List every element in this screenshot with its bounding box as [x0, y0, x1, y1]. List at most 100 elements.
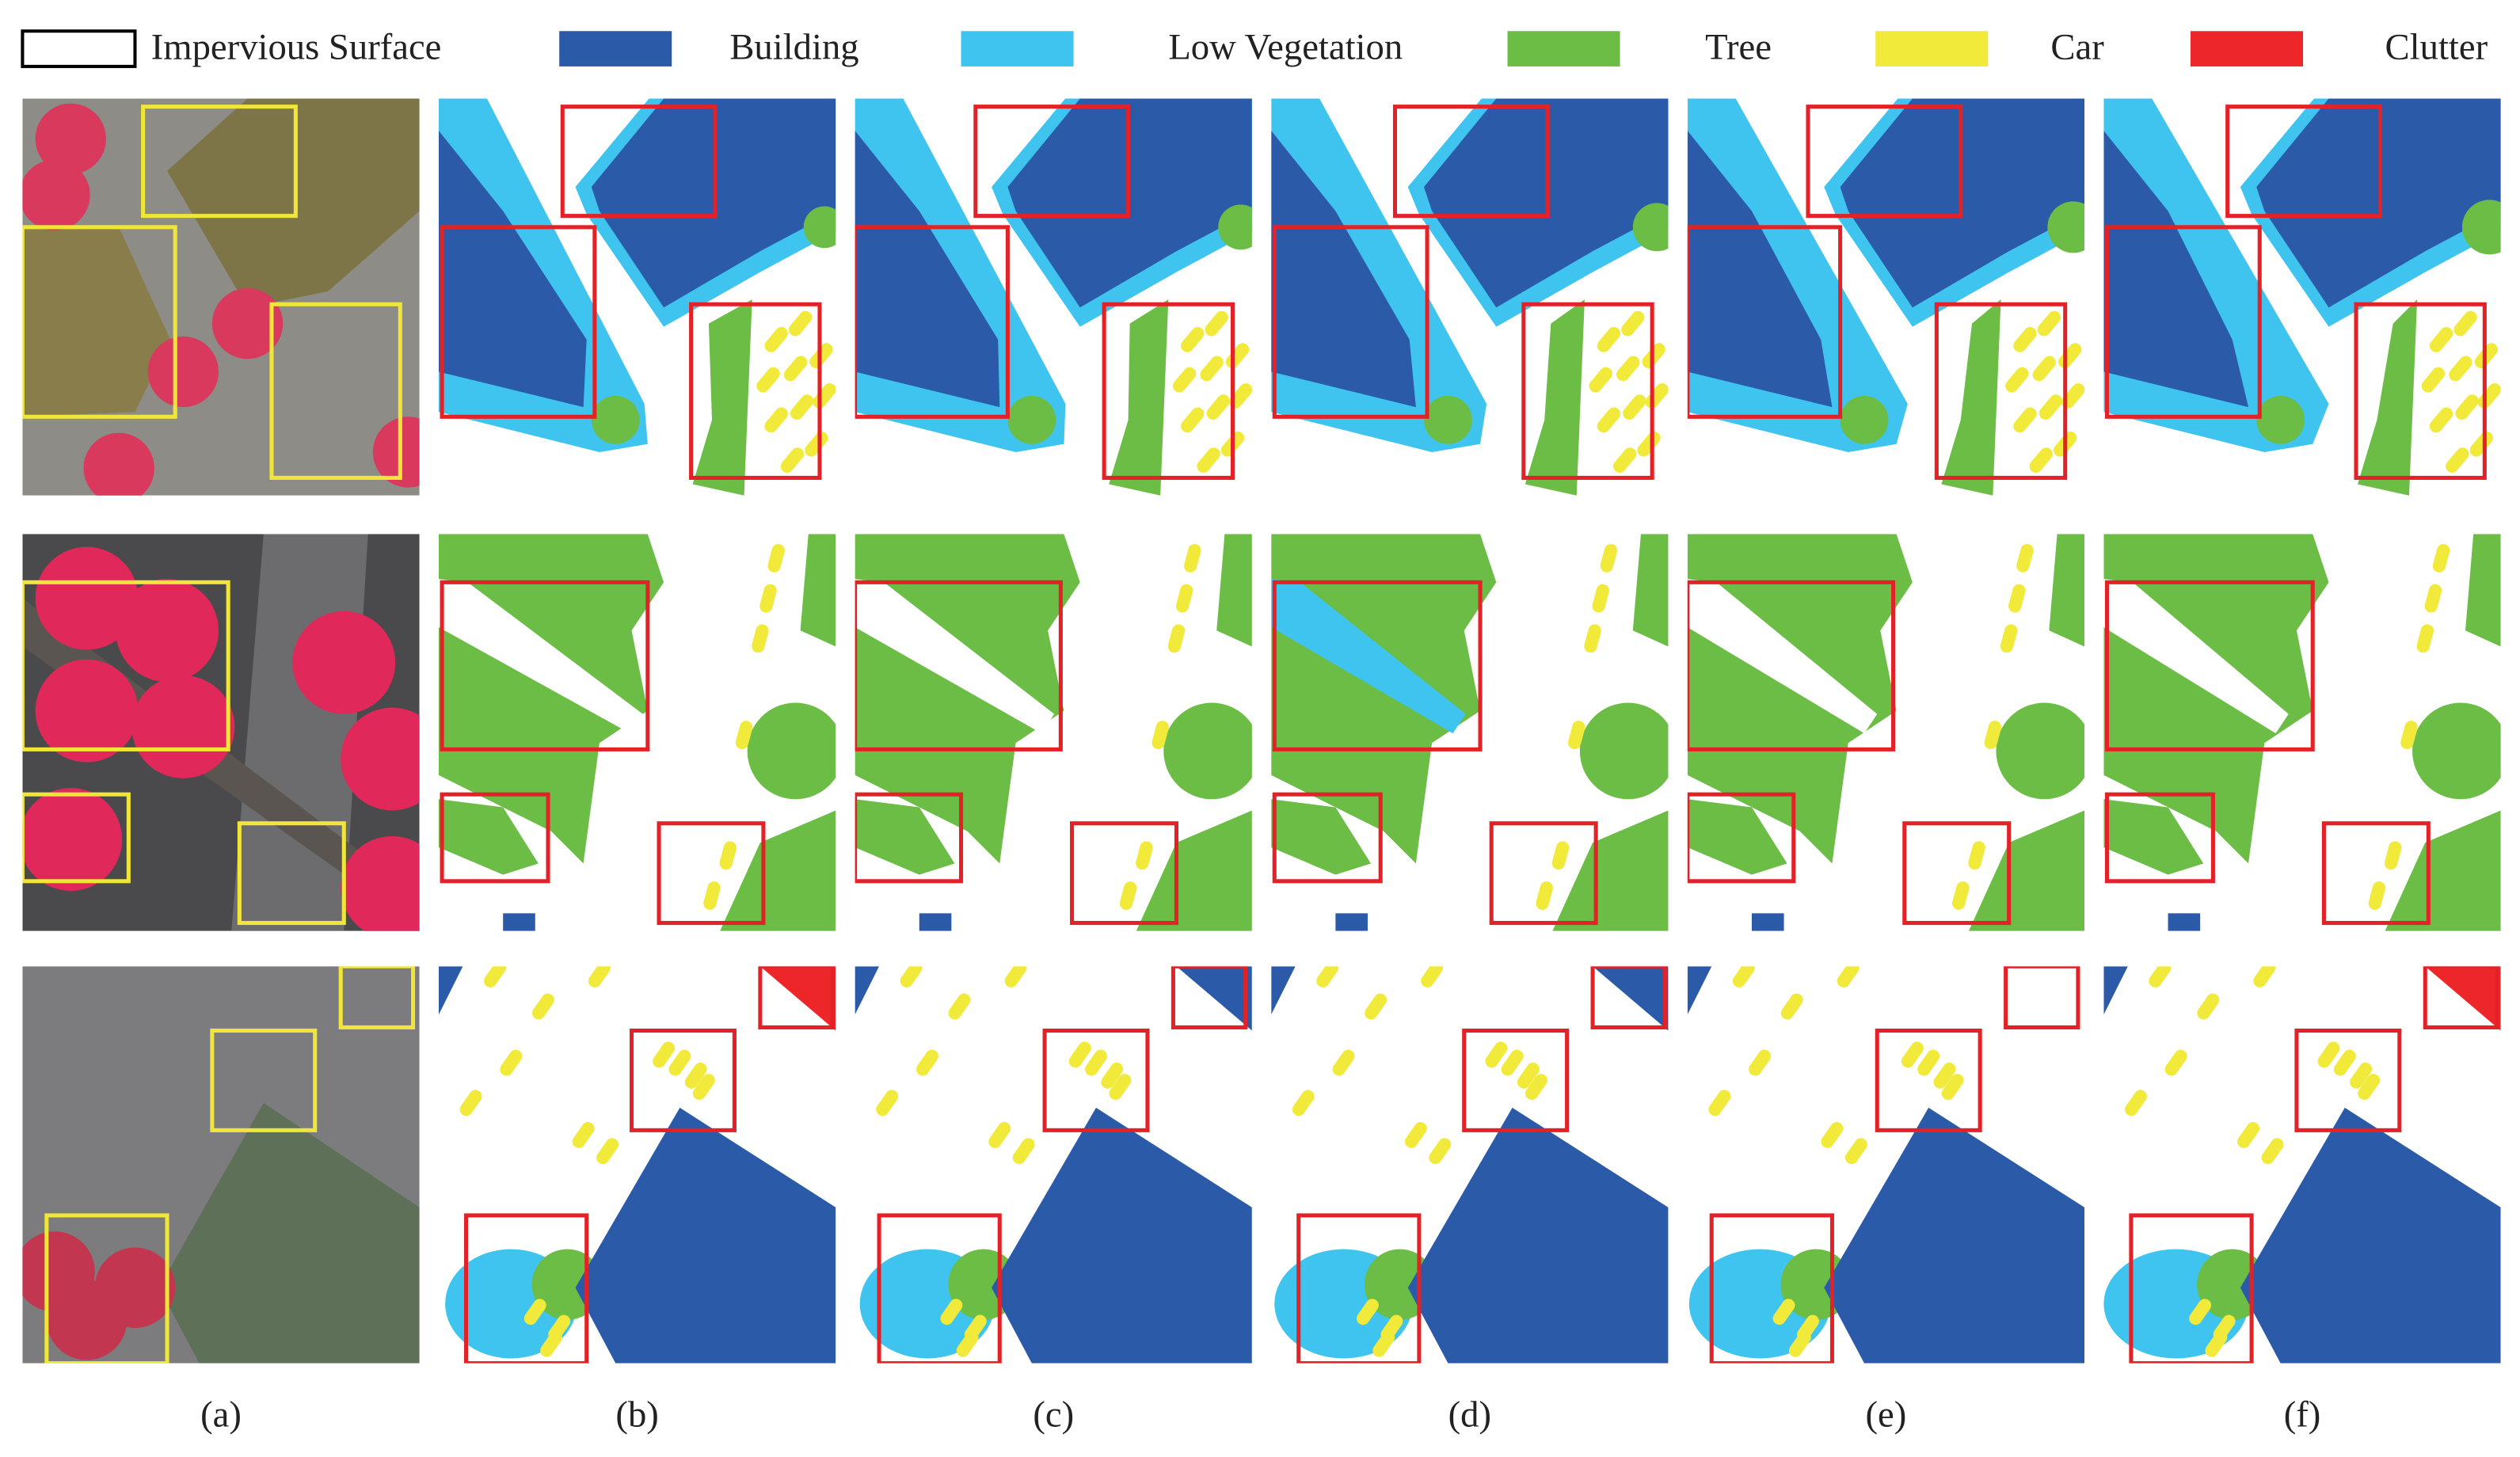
highlight-box: [1171, 966, 1248, 1029]
tree: [2385, 810, 2501, 931]
car: [1968, 841, 1985, 870]
tree: [35, 546, 139, 650]
highlight-box: [2004, 966, 2080, 1029]
car: [500, 1049, 523, 1076]
car: [1101, 1062, 1124, 1089]
panel-label: (b): [615, 1394, 658, 1435]
building: [2103, 131, 2249, 408]
car: [1621, 310, 1645, 337]
car: [2005, 367, 2029, 393]
panel-content: [2103, 534, 2501, 931]
tree: [2461, 200, 2501, 255]
car: [1365, 993, 1388, 1020]
car: [1197, 447, 1220, 473]
building: [503, 913, 535, 931]
tree: [211, 287, 284, 359]
car: [1592, 584, 1609, 613]
car: [2261, 1138, 2284, 1165]
car: [915, 1049, 938, 1076]
tree: [94, 1247, 176, 1328]
legend-label: Tree: [1705, 26, 1772, 67]
highlight-box: [22, 225, 177, 419]
panel: [855, 98, 1252, 496]
highlight-box: [440, 792, 550, 884]
panel: [1271, 966, 1669, 1364]
corner: [1687, 966, 1712, 1015]
highlight-box: [463, 1213, 589, 1364]
tree: [116, 579, 219, 683]
highlight-box: [440, 580, 650, 751]
panel: [2103, 966, 2501, 1364]
car: [1637, 431, 1661, 457]
car: [1292, 1090, 1315, 1117]
tree: [341, 707, 420, 811]
legend: Impervious Surface Building Low Vegetation…: [21, 26, 2488, 68]
car: [703, 881, 721, 910]
tree: [372, 417, 420, 488]
building: [439, 131, 587, 408]
tree: [22, 1231, 95, 1312]
car: [1316, 966, 1339, 987]
panel-content: [439, 98, 836, 496]
tree: [2358, 299, 2418, 496]
car: [1568, 721, 1585, 750]
panel-content: [1687, 534, 2085, 931]
car: [1372, 1330, 1395, 1357]
car: [940, 1299, 963, 1326]
car: [2016, 543, 2034, 573]
panel-label: (a): [200, 1394, 242, 1435]
tree: [22, 788, 123, 891]
legend-label: Car: [2050, 26, 2104, 67]
car: [1613, 447, 1637, 473]
panel-label: (c): [1033, 1394, 1074, 1435]
car: [1404, 1121, 1427, 1148]
car: [1901, 1041, 1924, 1068]
car: [531, 993, 554, 1020]
panel-labels: (a) (b) (c) (d) (e) (f): [200, 1394, 2320, 1435]
car: [1172, 367, 1197, 393]
panel: [855, 966, 1252, 1364]
car: [2333, 1049, 2356, 1076]
highlight-box: [1272, 225, 1429, 419]
panel-content: [439, 966, 836, 1364]
car: [719, 841, 737, 870]
roof: [22, 226, 171, 417]
car: [2449, 356, 2472, 382]
building: [2168, 913, 2201, 931]
tree: [83, 432, 154, 496]
panel-label: (f): [2284, 1394, 2321, 1435]
tree: [35, 103, 106, 174]
tree: [292, 611, 396, 714]
building: [1751, 913, 1784, 931]
car: [692, 1074, 715, 1100]
building: [1687, 131, 1833, 408]
car: [1616, 356, 1640, 382]
car: [2029, 447, 2053, 473]
car: [1175, 584, 1193, 613]
car: [2350, 1062, 2373, 1089]
highlight-box: [1590, 966, 1667, 1029]
highlight-box: [1070, 821, 1179, 926]
building: [919, 913, 952, 931]
car: [988, 1121, 1011, 1148]
car: [1205, 310, 1228, 337]
highlight-box: [2104, 792, 2215, 884]
car: [2424, 584, 2442, 613]
car: [1941, 1074, 1964, 1100]
car: [1181, 407, 1205, 433]
car: [1788, 1330, 1811, 1357]
panel-content: [22, 98, 420, 496]
car: [1004, 966, 1027, 987]
car: [783, 356, 808, 382]
car: [1589, 367, 1612, 393]
highlight-box: [689, 302, 822, 480]
car: [1597, 327, 1621, 352]
panel-content: [855, 98, 1252, 496]
legend-swatch: [1875, 31, 1989, 67]
car: [1181, 327, 1205, 352]
car: [1732, 966, 1755, 987]
highlight-box: [629, 1028, 737, 1132]
highlight-box: [269, 302, 402, 480]
highlight-box: [877, 1213, 1002, 1364]
car: [1332, 1049, 1355, 1076]
